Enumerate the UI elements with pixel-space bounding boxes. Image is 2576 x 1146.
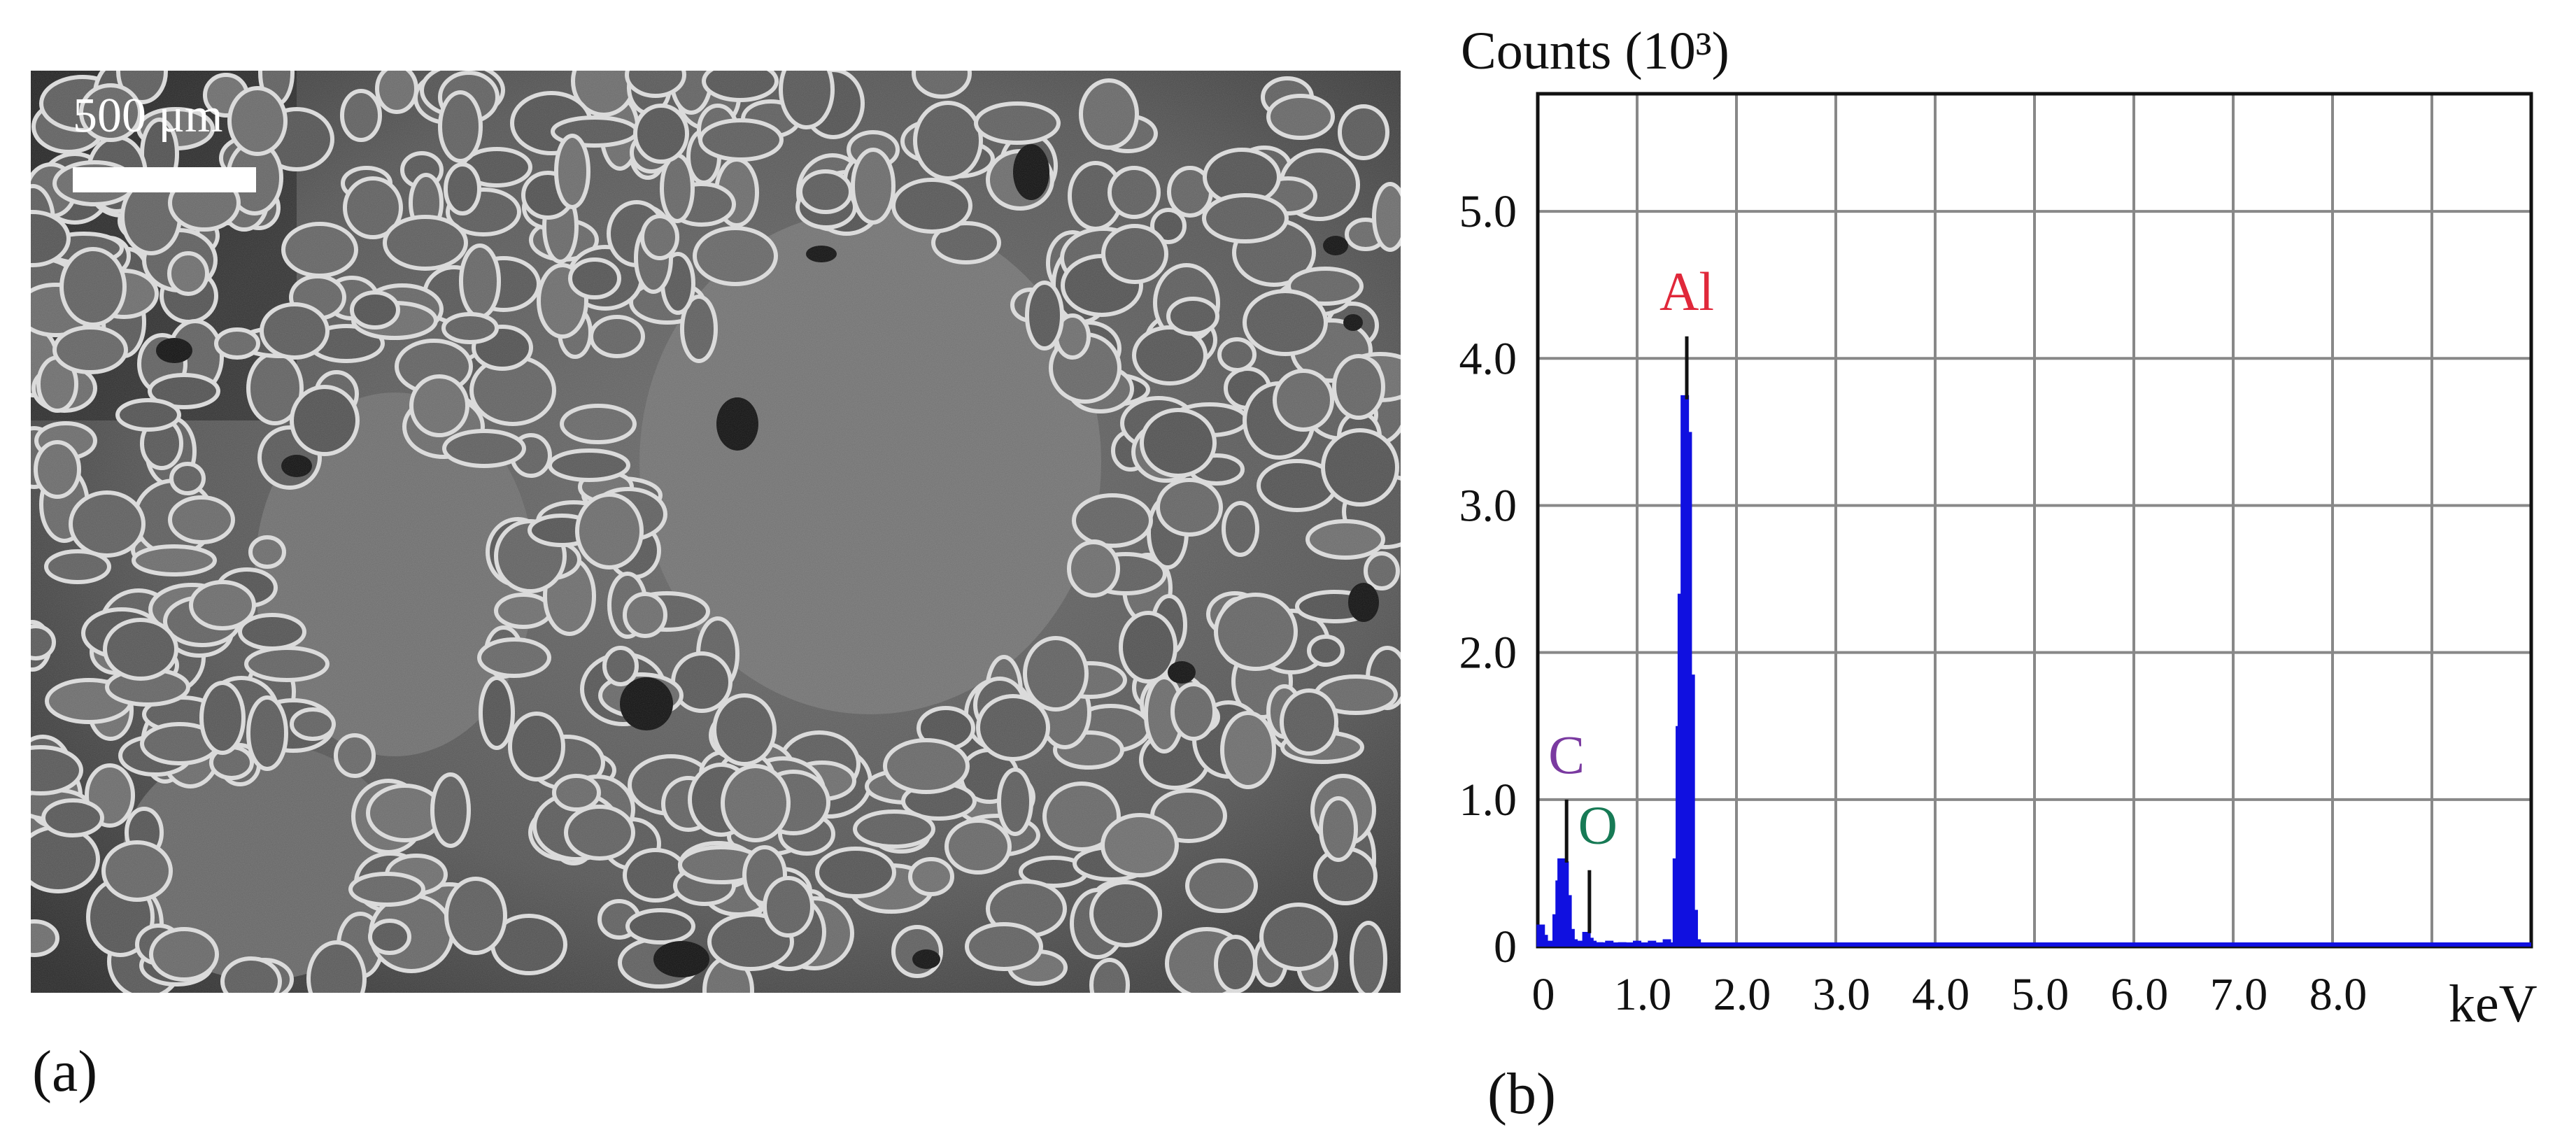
annotation-c: C xyxy=(1548,724,1585,785)
x-tick-label: 5.0 xyxy=(2011,969,2069,1020)
sem-micrograph: 500 μm xyxy=(31,71,1401,993)
chart-bars xyxy=(1536,395,2531,947)
y-axis-label: Counts (10³) xyxy=(1461,22,1729,80)
y-tick-label: 2.0 xyxy=(1459,628,1517,679)
spectrum-bar xyxy=(1686,674,1695,947)
scale-bar xyxy=(73,167,256,192)
chart-annotations: Al CO xyxy=(1548,261,1714,933)
x-axis-label: keV xyxy=(2449,975,2538,1033)
panel-label-a: (a) xyxy=(32,1039,98,1104)
x-tick-label: 6.0 xyxy=(2111,969,2169,1020)
sem-image-texture xyxy=(31,71,1401,993)
x-tick-label: 3.0 xyxy=(1813,969,1871,1020)
y-tick-label: 0 xyxy=(1494,921,1517,972)
y-tick-label: 4.0 xyxy=(1459,333,1517,384)
y-tick-label: 1.0 xyxy=(1459,774,1517,826)
x-tick-label: 1.0 xyxy=(1614,969,1672,1020)
y-tick-label: 3.0 xyxy=(1459,480,1517,531)
annotation-o: O xyxy=(1578,795,1618,856)
y-tick-label: 5.0 xyxy=(1459,186,1517,237)
panel-label-b: (b) xyxy=(1487,1061,1556,1126)
scale-bar-label: 500 μm xyxy=(73,89,223,143)
chart-ticks: 0 1.0 2.0 3.0 4.0 5.0 0 1.0 2.0 3.0 4.0 5.0 6.0 7.0 8.… xyxy=(1459,186,2368,1020)
spectrum-bar xyxy=(1689,910,1698,947)
x-tick-label: 0 xyxy=(1532,969,1555,1020)
x-tick-label: 2.0 xyxy=(1713,969,1771,1020)
annotation-al: Al xyxy=(1659,261,1714,322)
x-tick-label: 7.0 xyxy=(2210,969,2268,1020)
sem-grain-noise xyxy=(31,71,1401,993)
x-tick-label: 4.0 xyxy=(1912,969,1970,1020)
x-tick-label: 8.0 xyxy=(2309,969,2368,1020)
